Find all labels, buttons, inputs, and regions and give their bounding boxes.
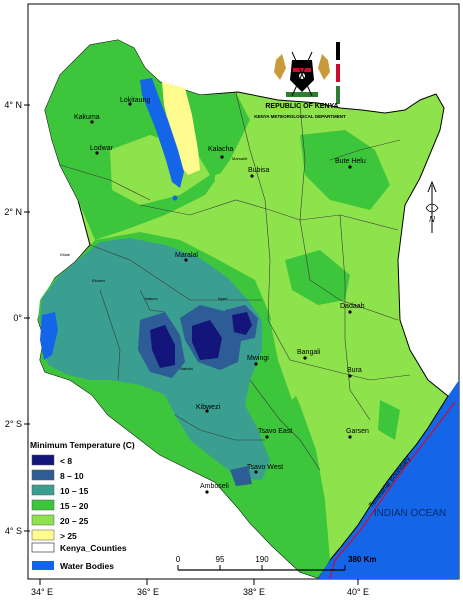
lon-label: 34° E: [31, 587, 53, 597]
lat-label: 4° N: [4, 100, 22, 110]
legend-class-label: 10 – 15: [60, 486, 89, 496]
town-dot: [128, 102, 132, 106]
legend-water-label: Water Bodies: [60, 561, 114, 571]
legend-swatch: [31, 514, 55, 526]
county-boundaries: [59, 92, 411, 471]
ocean-label: INDIAN OCEAN: [374, 508, 446, 519]
lon-label: 36° E: [137, 587, 159, 597]
town-markers: Lokitaung Kakuma Lodwar Kalacha Bubisa B…: [60, 97, 369, 494]
legend-counties-label: Kenya_Counties: [60, 543, 127, 553]
legend-swatch: [31, 484, 55, 496]
town-dot: [303, 356, 307, 360]
town-label: Marsabit: [232, 156, 248, 161]
scale-tick: 380 Km: [348, 555, 376, 564]
lon-label: 38° E: [243, 587, 265, 597]
band-8-10: [138, 305, 258, 486]
town-label: Tsavo East: [258, 428, 292, 435]
republic-label: REPUBLIC OF KENYA: [265, 103, 338, 110]
legend-swatch: [31, 499, 55, 511]
town-label: Kibwezi: [196, 404, 221, 411]
town-label: Lokitaung: [120, 97, 150, 104]
town-label: Bura: [347, 367, 362, 374]
indian-ocean: [318, 380, 459, 579]
legend-swatch: [31, 454, 55, 466]
town-label: Nyeri: [218, 296, 227, 301]
lat-label: 2° S: [5, 419, 22, 429]
scale-bar: 0 95 190 380 Km: [176, 555, 376, 571]
legend-class-label: 15 – 20: [60, 501, 89, 511]
legend-class-label: > 25: [60, 531, 77, 541]
scale-tick: 190: [255, 555, 269, 564]
town-dot: [348, 435, 352, 439]
lat-label: 2° N: [4, 207, 22, 217]
town-dot: [250, 174, 254, 178]
scale-tick: 0: [176, 555, 181, 564]
town-dot: [220, 155, 224, 159]
town-dot: [90, 120, 94, 124]
town-label: Nairobi: [180, 366, 193, 371]
legend-class-label: < 8: [60, 456, 72, 466]
legend-counties-swatch: [31, 542, 55, 553]
town-dot: [265, 435, 269, 439]
town-dot: [205, 490, 209, 494]
legend: Minimum Temperature (C) < 8 8 – 10 10 – 15…: [30, 440, 135, 571]
town-dot: [205, 409, 209, 413]
lon-label: 40° E: [347, 587, 369, 597]
town-label: Kitale: [60, 252, 71, 257]
town-label: Kakuma: [74, 114, 100, 121]
town-dot: [254, 362, 258, 366]
town-label: Garsen: [346, 428, 369, 435]
town-label: Bubisa: [248, 167, 270, 174]
town-dot: [95, 151, 99, 155]
town-dot: [184, 258, 188, 262]
legend-title: Minimum Temperature (C): [30, 440, 135, 450]
band-above-25: [162, 82, 200, 175]
water-bodies: [40, 78, 184, 360]
graticule-ticks: [24, 104, 359, 585]
lat-label: 0°: [13, 313, 22, 323]
town-label: Nakuru: [145, 296, 158, 301]
town-label: Maralal: [175, 252, 198, 259]
town-dot: [348, 374, 352, 378]
legend-class-label: 20 – 25: [60, 516, 89, 526]
town-label: Tsavo West: [247, 464, 283, 471]
town-dot: [348, 165, 352, 169]
town-label: Dadaab: [340, 303, 365, 310]
longitude-labels: 34° E 36° E 38° E 40° E: [31, 587, 369, 597]
town-label: Mwingi: [247, 355, 269, 362]
lat-label: 4° S: [5, 526, 22, 536]
coat-of-arms-logo: [274, 42, 340, 104]
legend-swatch: [31, 469, 55, 481]
town-label: Bangali: [297, 349, 321, 356]
legend-class-label: 8 – 10: [60, 471, 84, 481]
town-label: Bute Helu: [335, 158, 366, 165]
north-arrow-icon: [425, 180, 439, 233]
town-label: Kalacha: [208, 146, 233, 153]
town-label: Eldoret: [92, 278, 106, 283]
town-dot: [348, 310, 352, 314]
department-label: KENYA METEOROLOGICAL DEPARTMENT: [254, 114, 346, 119]
legend-swatch: [31, 529, 55, 541]
scale-tick: 95: [216, 555, 225, 564]
terrestrial-boundary-line: [329, 401, 456, 579]
latitude-labels: 4° N 2° N 0° 2° S 4° S: [4, 100, 22, 536]
town-label: Lodwar: [90, 145, 114, 152]
north-label: N: [429, 215, 435, 224]
band-below-8: [150, 312, 252, 368]
town-label: Amboseli: [200, 483, 229, 490]
town-dot: [254, 470, 258, 474]
legend-water-swatch: [32, 561, 54, 570]
